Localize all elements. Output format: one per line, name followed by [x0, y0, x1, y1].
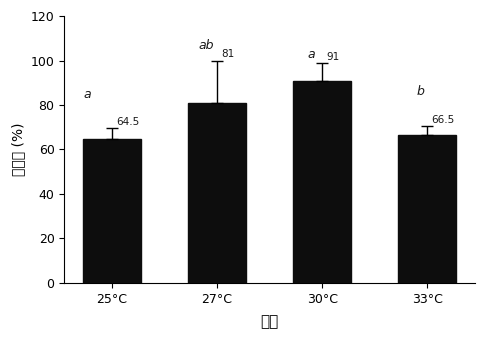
Y-axis label: 부화율 (%): 부화율 (%) — [11, 123, 25, 176]
Bar — [399, 135, 456, 283]
Text: ab: ab — [198, 39, 213, 52]
Text: 81: 81 — [221, 49, 234, 60]
Text: a: a — [84, 88, 91, 101]
Text: b: b — [417, 85, 425, 98]
Bar — [188, 103, 246, 283]
Text: 64.5: 64.5 — [116, 117, 139, 127]
Text: a: a — [308, 48, 315, 61]
Bar — [83, 139, 141, 283]
Text: 91: 91 — [327, 52, 340, 62]
Bar — [293, 81, 351, 283]
Text: 66.5: 66.5 — [432, 115, 455, 125]
X-axis label: 온도: 온도 — [260, 314, 278, 329]
